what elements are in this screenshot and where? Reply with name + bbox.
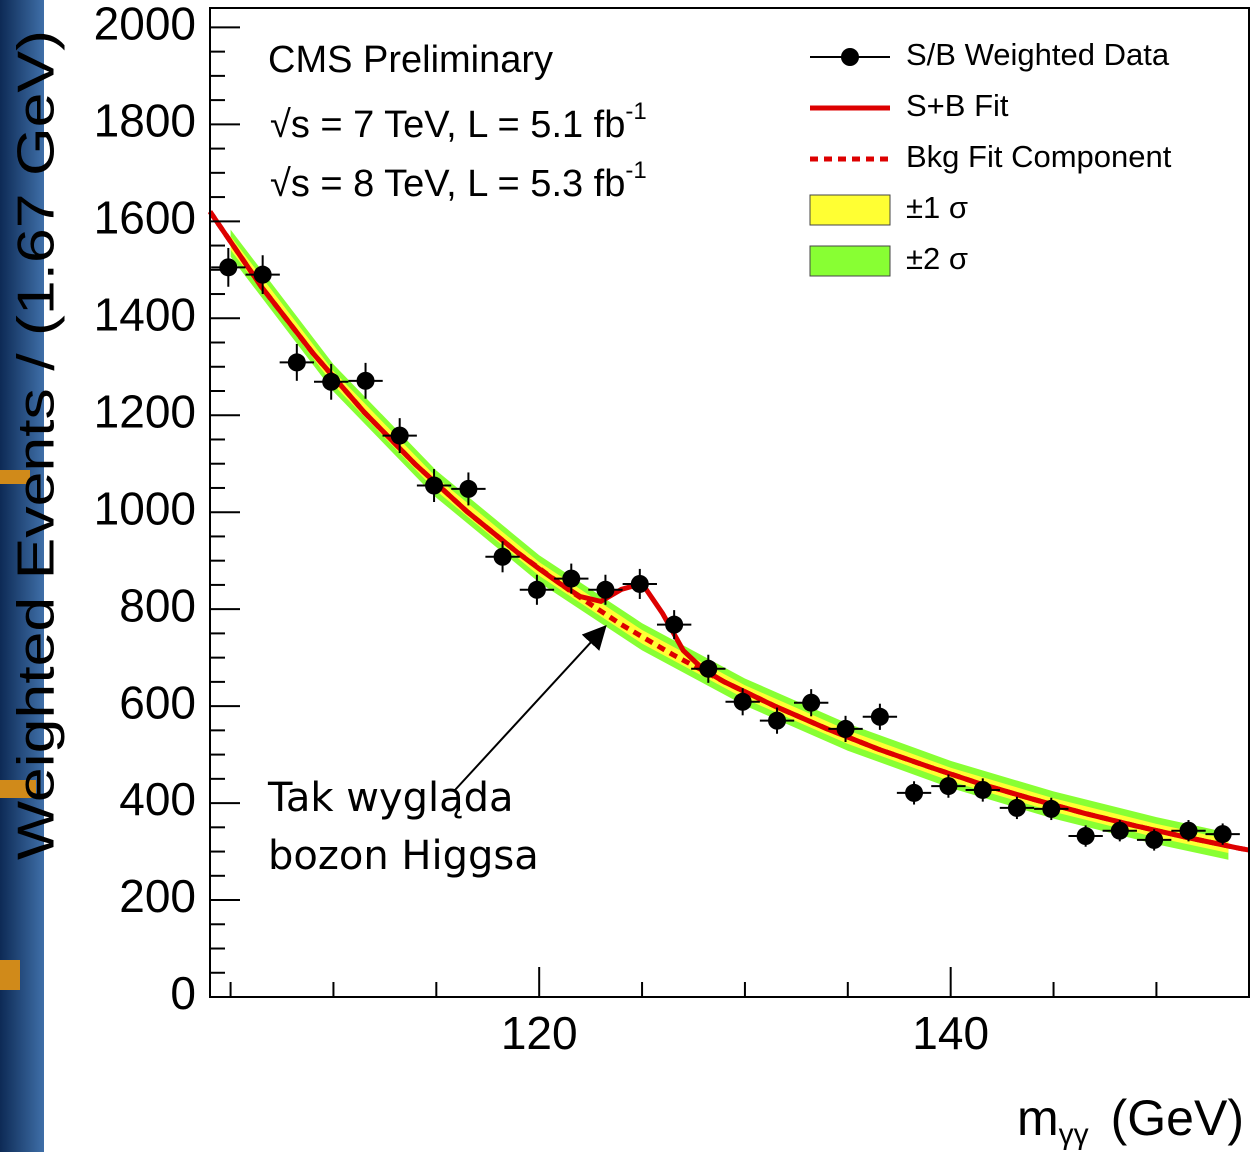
x-label-subscript: γγ: [1059, 1118, 1089, 1151]
x-label-symbol: m: [1017, 1090, 1059, 1146]
background-accent: [0, 960, 20, 990]
y-tick-label: 1800: [94, 95, 196, 147]
info-superscript: -1: [625, 157, 646, 184]
data-point: [665, 615, 684, 634]
data-point: [733, 692, 752, 711]
data-point: [527, 580, 546, 599]
data-point: [1179, 821, 1198, 840]
data-point: [425, 476, 444, 495]
info-superscript: -1: [625, 98, 646, 125]
annotation-text: bozon Higgsa: [268, 833, 539, 879]
y-tick-label: 2000: [94, 0, 196, 50]
y-tick-label: 0: [170, 967, 196, 1019]
data-point: [802, 693, 821, 712]
y-tick-label: 1400: [94, 288, 196, 340]
info-line: √s = 8 TeV, L = 5.3 fb-1: [270, 157, 647, 205]
y-tick-label: 400: [119, 773, 196, 825]
y-tick-label: 800: [119, 579, 196, 631]
data-point: [596, 580, 615, 599]
legend-label: ±2 σ: [906, 241, 968, 276]
data-point: [322, 372, 341, 391]
y-tick-label: 1200: [94, 385, 196, 437]
legend-label: ±1 σ: [906, 190, 968, 225]
chart-title: CMS Preliminary: [268, 39, 553, 81]
data-point: [493, 547, 512, 566]
data-point: [459, 479, 478, 498]
data-point: [1110, 821, 1129, 840]
data-point: [219, 258, 238, 277]
data-point: [905, 783, 924, 802]
legend-label: S+B Fit: [906, 88, 1009, 123]
data-point: [836, 719, 855, 738]
data-point: [630, 574, 649, 593]
data-point: [1213, 825, 1232, 844]
y-tick-label: 600: [119, 676, 196, 728]
x-axis-label: mγγ (GeV): [1017, 1090, 1244, 1151]
background-accent: [0, 470, 30, 484]
annotation-text: Tak wygląda: [267, 775, 514, 821]
y-tick-label: 1600: [94, 191, 196, 243]
annotation-arrow: [454, 625, 607, 791]
plot-frame: [209, 7, 1250, 998]
legend-label: S/B Weighted Data: [906, 37, 1170, 72]
background-accent: [0, 780, 36, 798]
y-tick-label: 1000: [94, 482, 196, 534]
legend-marker: [809, 194, 891, 226]
data-point: [939, 777, 958, 796]
data-point: [356, 371, 375, 390]
data-point: [699, 659, 718, 678]
y-tick-label: 200: [119, 870, 196, 922]
plot-layer: [207, 210, 1250, 860]
data-point: [973, 780, 992, 799]
data-point: [768, 711, 787, 730]
y-axis-label: Weighted Events / (1.67 GeV): [8, 30, 66, 860]
x-tick-label: 140: [912, 1007, 989, 1059]
data-point: [1007, 798, 1026, 817]
x-tick-label: 120: [501, 1007, 578, 1059]
info-line: √s = 7 TeV, L = 5.1 fb-1: [270, 98, 647, 146]
plot-background: [44, 0, 1250, 1152]
data-point: [1145, 830, 1164, 849]
x-label-unit: (GeV): [1111, 1090, 1244, 1146]
data-point: [1042, 799, 1061, 818]
data-point: [287, 353, 306, 372]
data-point: [1076, 827, 1095, 846]
legend-marker: [809, 245, 891, 277]
data-point: [870, 707, 889, 726]
legend-label: Bkg Fit Component: [906, 139, 1172, 174]
data-point: [562, 569, 581, 588]
info-text: √s = 7 TeV, L = 5.1 fb: [270, 104, 625, 146]
data-point: [253, 265, 272, 284]
data-point: [390, 426, 409, 445]
info-text: √s = 8 TeV, L = 5.3 fb: [270, 163, 625, 205]
legend-marker: [841, 48, 859, 66]
